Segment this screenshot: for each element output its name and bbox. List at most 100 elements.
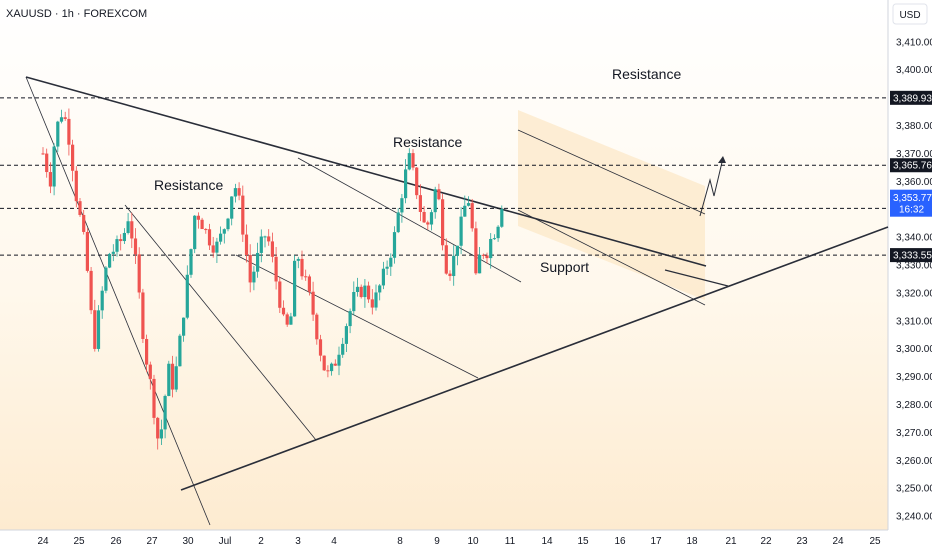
candle-body-43 (200, 219, 204, 230)
candle-body-28 (145, 338, 149, 365)
candle-body-49 (222, 229, 226, 234)
annotation-resistance-top: Resistance (612, 66, 681, 82)
currency-box[interactable] (892, 3, 928, 25)
candle-body-118 (478, 254, 482, 274)
candle-body-11 (82, 214, 86, 232)
candle-body-52 (233, 188, 237, 197)
candle-body-56 (248, 254, 252, 283)
candle-body-109 (444, 245, 448, 274)
candle-body-4 (56, 121, 60, 147)
candle-body-85 (355, 286, 360, 292)
x-tick-label-1: 25 (73, 536, 85, 547)
y-tick-label-1: 3,250.00 (896, 484, 932, 495)
channel-upper-line (297, 157, 522, 283)
candle-body-84 (352, 291, 356, 312)
level-badge-label-3: 3,333.55 (893, 251, 932, 262)
candle-body-108 (441, 199, 445, 246)
level-badge-1 (890, 158, 932, 173)
candle-body-19 (111, 251, 115, 254)
annotation-resistance-left: Resistance (154, 177, 223, 193)
candle-body-95 (392, 232, 397, 258)
flag-lower-line (517, 209, 706, 306)
candle-body-22 (122, 232, 126, 242)
candle-body-73 (311, 291, 315, 315)
x-tick-label-5: Jul (219, 536, 232, 547)
candle-body-94 (389, 257, 393, 267)
candle-body-14 (93, 310, 97, 349)
candle-body-101 (415, 167, 419, 196)
x-tick-label-9: 8 (397, 536, 403, 547)
candle-body-86 (359, 286, 363, 298)
candle-body-24 (130, 221, 134, 239)
x-tick-label-12: 11 (505, 536, 516, 547)
candle-body-38 (182, 317, 186, 336)
y-axis: 3,240.00 3,250.00 3,260.00 3,270.00 3,280.00… (890, 37, 932, 523)
candle-body-82 (344, 326, 348, 344)
candle-body-92 (381, 268, 385, 286)
candle-body-70 (300, 258, 304, 277)
candle-body-6 (63, 117, 67, 119)
current-price-badge (890, 189, 932, 217)
y-tick-label-0: 3,240.00 (896, 512, 932, 523)
y-tick-label-13: 3,370.00 (896, 149, 932, 160)
x-tick-label-8: 4 (331, 536, 337, 547)
candle-body-120 (485, 255, 489, 259)
candle-body-57 (252, 271, 256, 283)
candle-body-71 (304, 276, 308, 278)
candle-body-77 (326, 370, 330, 372)
candle-body-87 (363, 285, 367, 298)
candle-body-96 (396, 212, 400, 233)
candle-body-17 (104, 267, 108, 291)
candle-body-90 (374, 292, 378, 308)
candle-body-116 (470, 203, 474, 229)
candle-body-47 (215, 241, 219, 253)
candle-body-67 (289, 316, 293, 325)
y-tick-label-12: 3,360.00 (896, 177, 932, 188)
candle-body-117 (474, 228, 478, 274)
candle-body-39 (185, 274, 189, 318)
candle-body-5 (59, 117, 64, 122)
currency-label[interactable]: USD (899, 10, 920, 21)
level-badge-label-1: 3,365.76 (893, 161, 932, 172)
price-axis-panel (888, 0, 932, 550)
y-tick-label-9: 3,330.00 (896, 261, 932, 272)
candle-body-50 (226, 218, 230, 230)
candle-body-61 (267, 236, 271, 242)
y-tick-label-2: 3,260.00 (896, 456, 932, 467)
candle-body-112 (455, 245, 459, 256)
annotation-resistance-mid: Resistance (393, 134, 462, 150)
y-tick-label-16: 3,400.00 (896, 65, 932, 76)
x-tick-label-6: 2 (258, 536, 264, 547)
candle-body-69 (296, 258, 300, 261)
candle-body-21 (119, 239, 123, 242)
x-tick-label-15: 16 (614, 536, 626, 547)
candle-body-31 (156, 417, 160, 439)
candle-body-124 (500, 209, 504, 227)
level-badge-label-0: 3,389.93 (893, 93, 932, 104)
y-tick-label-17: 3,410.00 (896, 37, 932, 48)
candle-body-72 (307, 276, 311, 292)
x-tick-label-17: 18 (686, 536, 698, 547)
candle-body-18 (108, 253, 112, 268)
candle-body-42 (196, 215, 200, 220)
candle-body-54 (241, 195, 245, 235)
candle-body-26 (137, 254, 141, 293)
parallel-descending-line (124, 204, 317, 441)
annotations: Resistance Resistance Resistance Support (154, 66, 681, 275)
x-tick-label-7: 3 (295, 536, 301, 547)
x-tick-label-0: 24 (37, 536, 49, 547)
candle-body-119 (481, 254, 485, 256)
main-descending-trendline (25, 76, 707, 267)
support-short-line (664, 269, 729, 287)
candle-body-110 (448, 273, 452, 277)
x-tick-label-19: 22 (760, 536, 772, 547)
level-badge-0 (890, 90, 932, 105)
candle-body-37 (178, 335, 182, 367)
candle-body-111 (452, 255, 456, 277)
candle-body-29 (148, 364, 152, 379)
x-tick-label-3: 27 (146, 536, 158, 547)
level-badge-3 (890, 248, 932, 263)
y-tick-label-4: 3,280.00 (896, 400, 932, 411)
